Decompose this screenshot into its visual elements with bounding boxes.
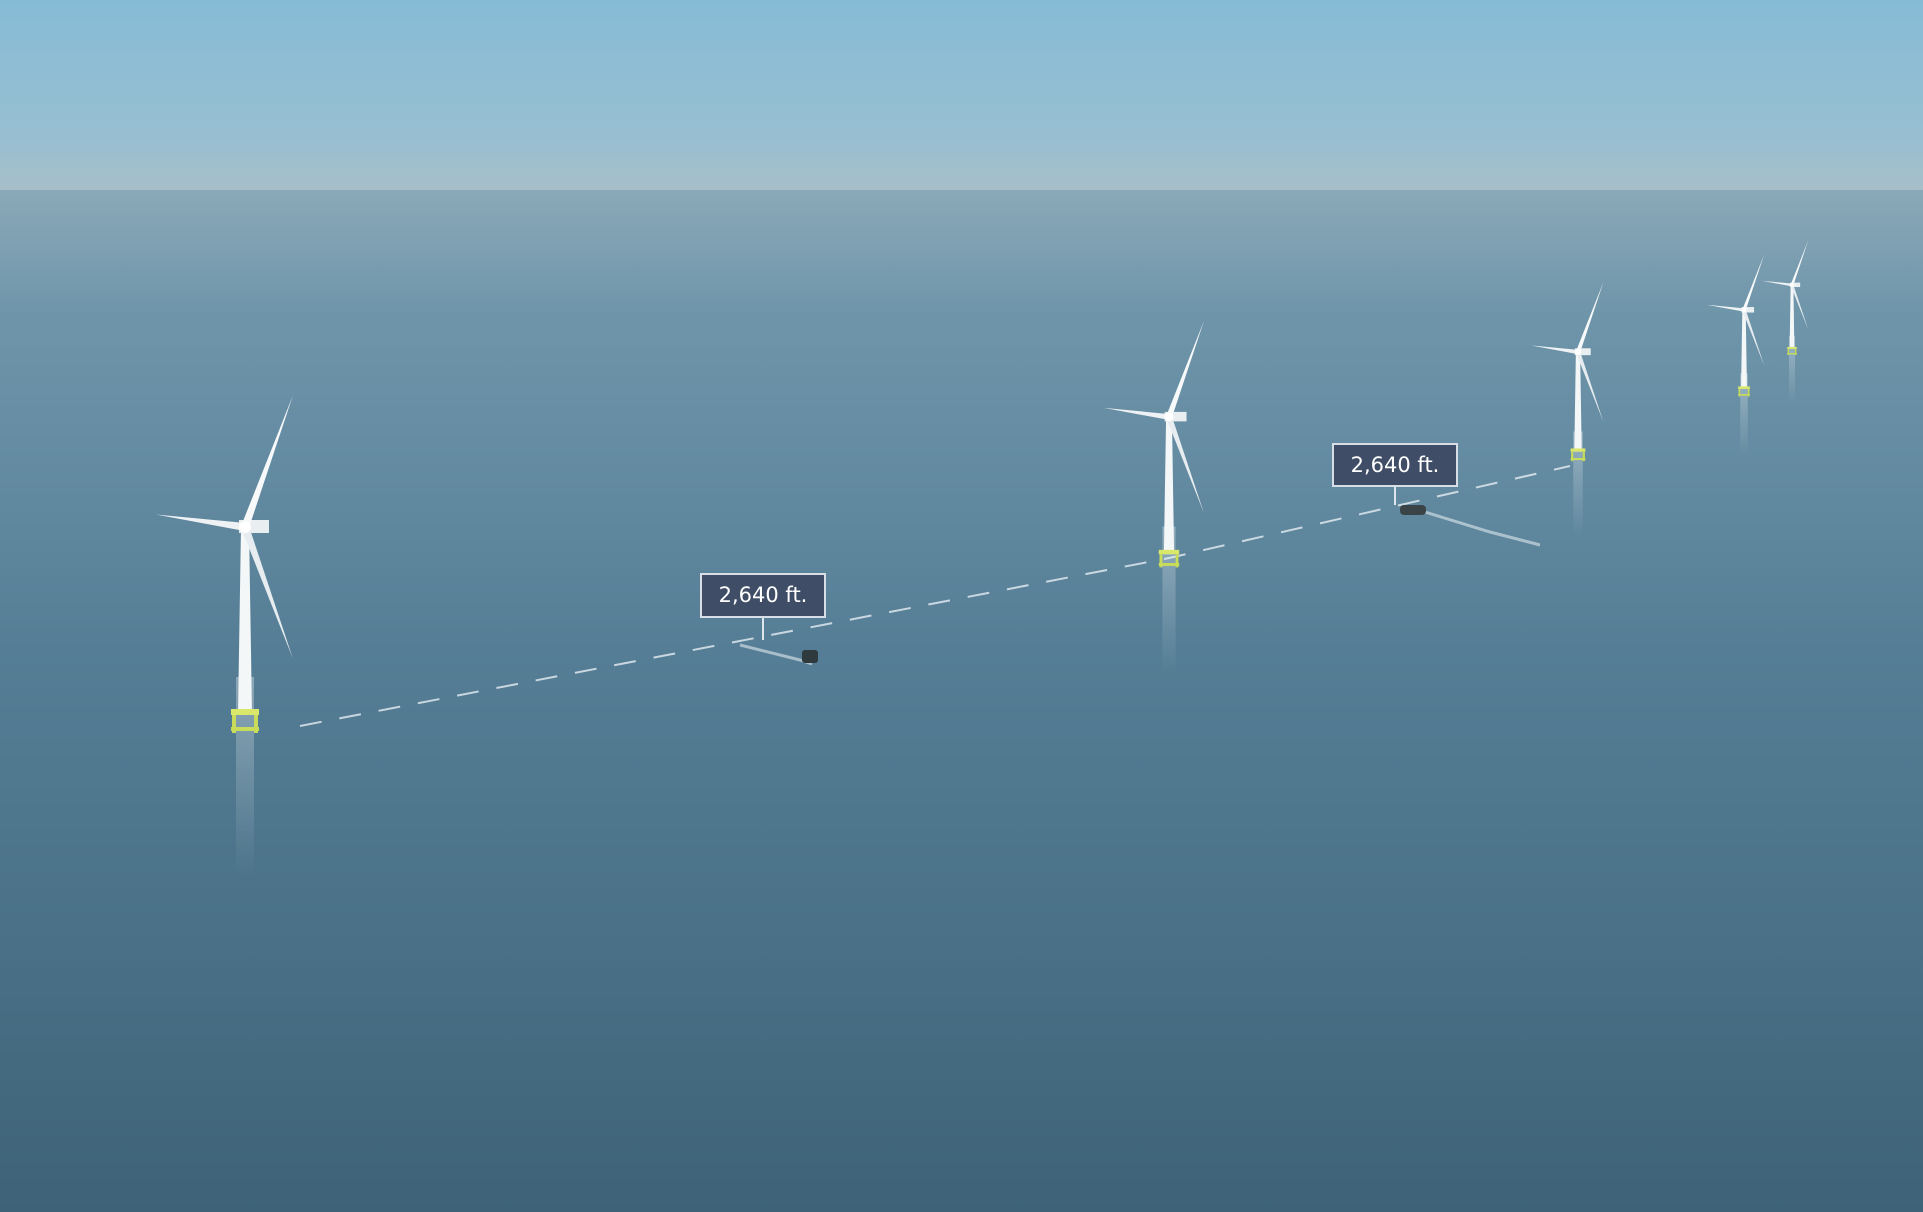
distance-label: 2,640 ft. xyxy=(719,583,808,607)
sky xyxy=(0,0,1923,200)
boat xyxy=(1400,505,1541,547)
distance-label-box xyxy=(1332,443,1458,487)
sea xyxy=(0,190,1923,1212)
boat xyxy=(739,643,818,666)
distance-label: 2,640 ft. xyxy=(1351,453,1440,477)
distance-label-box xyxy=(700,573,826,618)
